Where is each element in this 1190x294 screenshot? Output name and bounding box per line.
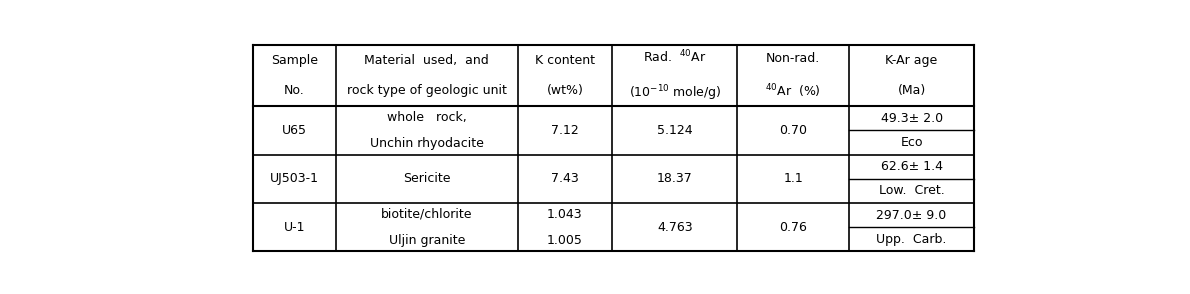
Text: 0.70: 0.70 <box>779 124 807 137</box>
Text: Non-rad.

$^{40}$Ar  (%): Non-rad. $^{40}$Ar (%) <box>765 52 821 100</box>
Text: K-Ar age

(Ma): K-Ar age (Ma) <box>885 54 938 97</box>
Text: Uljin granite: Uljin granite <box>388 234 465 247</box>
Text: 4.763: 4.763 <box>657 221 693 234</box>
Text: Sericite: Sericite <box>403 172 451 185</box>
Text: 49.3± 2.0: 49.3± 2.0 <box>881 112 942 125</box>
Text: 1.043: 1.043 <box>547 208 583 221</box>
Text: Unchin rhyodacite: Unchin rhyodacite <box>370 137 483 150</box>
Text: Eco: Eco <box>901 136 923 149</box>
Text: Sample

No.: Sample No. <box>271 54 318 97</box>
Text: 18.37: 18.37 <box>657 172 693 185</box>
Text: 0.76: 0.76 <box>779 221 807 234</box>
Text: Rad.  $^{40}$Ar

(10$^{-10}$ mole/g): Rad. $^{40}$Ar (10$^{-10}$ mole/g) <box>628 49 721 103</box>
Text: Low.  Cret.: Low. Cret. <box>878 184 945 198</box>
Text: U65: U65 <box>282 124 307 137</box>
Text: Upp.  Carb.: Upp. Carb. <box>876 233 947 246</box>
Text: 5.124: 5.124 <box>657 124 693 137</box>
Text: Material  used,  and

rock type of geologic unit: Material used, and rock type of geologic… <box>346 54 507 97</box>
Text: whole   rock,: whole rock, <box>387 111 466 124</box>
Text: biotite/chlorite: biotite/chlorite <box>381 208 472 221</box>
Text: 7.12: 7.12 <box>551 124 578 137</box>
Text: 1.005: 1.005 <box>547 234 583 247</box>
Text: 297.0± 9.0: 297.0± 9.0 <box>877 209 947 222</box>
Text: U-1: U-1 <box>283 221 305 234</box>
Text: K content

(wt%): K content (wt%) <box>536 54 595 97</box>
Text: 62.6± 1.4: 62.6± 1.4 <box>881 160 942 173</box>
Text: 7.43: 7.43 <box>551 172 578 185</box>
Text: UJ503-1: UJ503-1 <box>270 172 319 185</box>
Text: 1.1: 1.1 <box>783 172 803 185</box>
